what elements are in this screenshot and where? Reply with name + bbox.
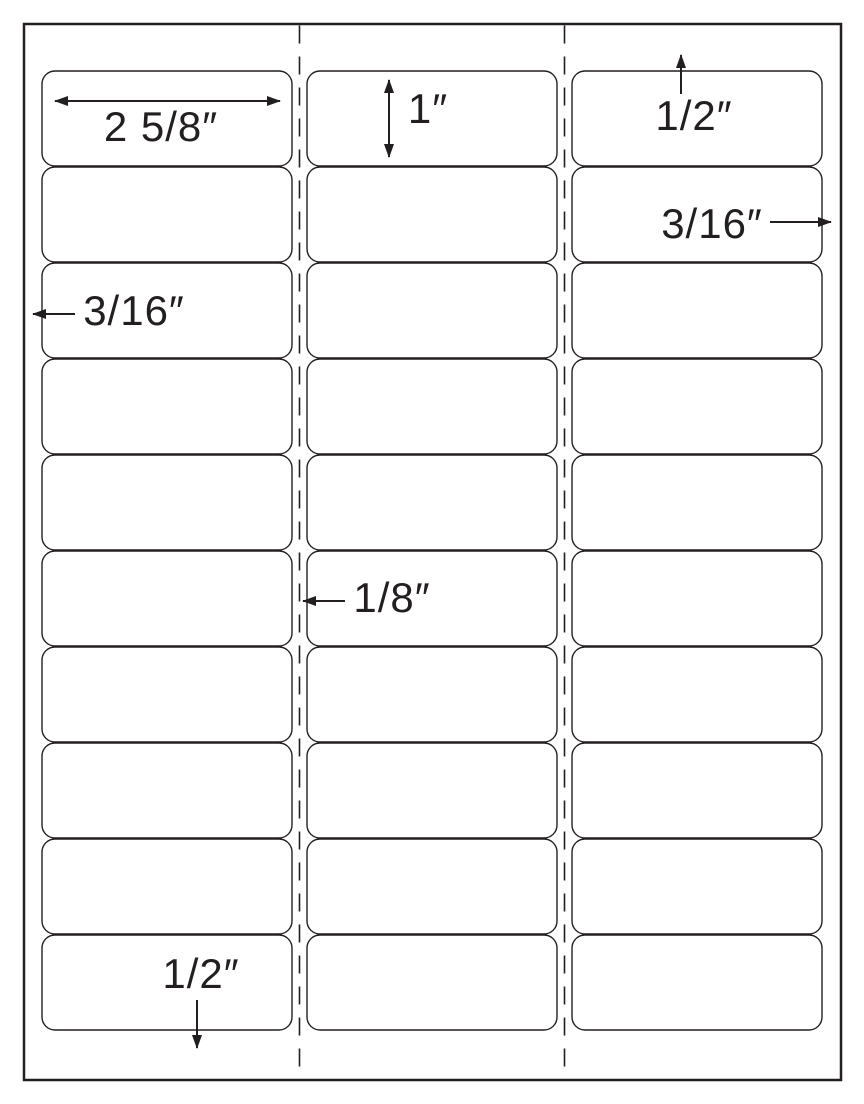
label-cell — [571, 742, 823, 839]
label-cell — [571, 934, 823, 1031]
label-cell — [41, 550, 293, 647]
label-cell — [41, 70, 293, 167]
label-cell — [306, 166, 558, 263]
label-cell — [41, 838, 293, 935]
label-cell — [41, 454, 293, 551]
label-cell — [306, 742, 558, 839]
dimension-arrows — [32, 54, 832, 1049]
sheet-outline — [22, 22, 843, 1082]
left-margin-dimension: 3/16″ — [83, 287, 185, 334]
label-cell — [571, 550, 823, 647]
label-cell — [306, 838, 558, 935]
label-cell — [571, 646, 823, 743]
column-gap-dimension: 1/8″ — [353, 574, 430, 621]
bottom-margin-dimension: 1/2″ — [162, 950, 239, 997]
label-cell — [41, 934, 293, 1031]
label-cell — [41, 166, 293, 263]
label-cell — [306, 646, 558, 743]
label-cell — [306, 70, 558, 167]
label-cell — [571, 70, 823, 167]
label-cell — [571, 166, 823, 263]
label-width-dimension: 2 5/8″ — [104, 103, 218, 150]
top-margin-dimension: 1/2″ — [655, 92, 732, 139]
label-cell — [306, 550, 558, 647]
label-cell — [306, 454, 558, 551]
dimension-labels: 2 5/8″ 1″ 1/2″ 3/16″ 3/16″ 1/8″ 1/2″ — [83, 85, 763, 997]
label-cell — [571, 838, 823, 935]
right-margin-dimension: 3/16″ — [661, 200, 763, 247]
label-cell — [306, 934, 558, 1031]
label-cell — [41, 358, 293, 455]
label-cell — [306, 262, 558, 359]
label-cell — [571, 454, 823, 551]
label-cell — [41, 646, 293, 743]
label-cell — [41, 742, 293, 839]
label-grid — [41, 70, 823, 1031]
label-cell — [571, 358, 823, 455]
label-cell — [306, 358, 558, 455]
label-cell — [571, 262, 823, 359]
label-height-dimension: 1″ — [408, 85, 448, 132]
